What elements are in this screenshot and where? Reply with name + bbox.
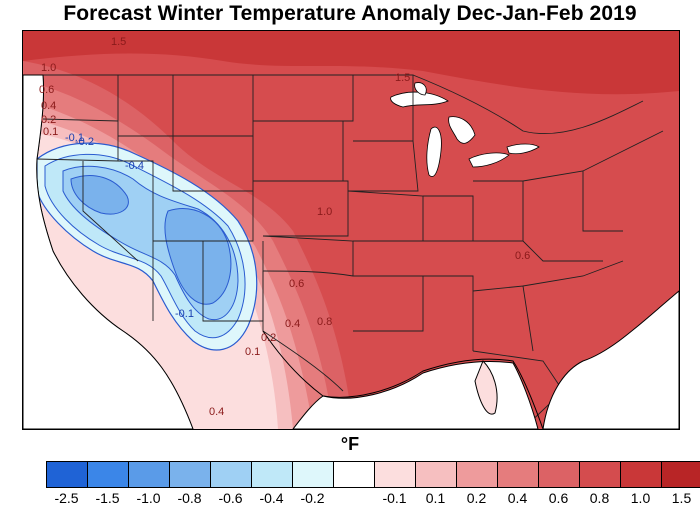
contour-label: 0.6 [289, 278, 304, 290]
contour-label: 1.0 [317, 206, 332, 218]
map-canvas: 1.5 1.0 0.6 0.4 0.2 0.1 -0.1 -0.2 -0.4 0… [23, 31, 679, 429]
contour-labels: 1.5 1.0 0.6 0.4 0.2 0.1 -0.1 -0.2 -0.4 0… [39, 36, 530, 418]
colorbar-swatch [170, 462, 211, 487]
pacific-ocean [23, 74, 194, 429]
colorbar-swatch [293, 462, 334, 487]
anomaly-band-1-5 [23, 31, 679, 95]
colorbar-swatch [621, 462, 662, 487]
contour-label: 0.6 [39, 84, 54, 96]
colorbar-tick-label: -0.6 [218, 490, 243, 506]
contour-label: -0.1 [175, 308, 194, 320]
contour-label: -0.4 [125, 160, 144, 172]
colorbar-tick-label: 1.5 [671, 490, 692, 506]
contour-label: 0.1 [245, 346, 260, 358]
anomaly-core-southwest [164, 208, 232, 305]
contour-label: 0.6 [515, 250, 530, 262]
florida [474, 360, 498, 415]
colorbar-tick-label: -0.2 [300, 490, 325, 506]
colorbar-tick-label: -0.1 [382, 490, 407, 506]
colorbar-swatch [88, 462, 129, 487]
contour-label: 0.4 [285, 318, 300, 330]
colorbar-tick-label: 0.6 [548, 490, 569, 506]
gulf-coastline [262, 330, 544, 429]
colorbar-tick-label: 0.4 [507, 490, 528, 506]
map-title: Forecast Winter Temperature Anomaly Dec-… [63, 2, 637, 25]
contour-label: 0.8 [317, 316, 332, 328]
colorbar-tick-label: -2.5 [54, 490, 79, 506]
colorbar-swatch [375, 462, 416, 487]
colorbar-swatch [416, 462, 457, 487]
colorbar-swatch [211, 462, 252, 487]
colorbar-swatch [47, 462, 88, 487]
contour-label: 1.5 [111, 36, 126, 48]
colorbar-swatch [662, 462, 700, 487]
colorbar-tick-label: 0.1 [425, 490, 446, 506]
atlantic-ocean [542, 290, 679, 429]
colorbar-tick-label: -0.4 [259, 490, 284, 506]
contour-label: -0.1 [65, 132, 84, 144]
contour-label: 0.4 [209, 406, 224, 418]
colorbar [46, 461, 700, 488]
contour-label: 0.1 [43, 126, 58, 138]
unit-label: °F [340, 434, 360, 454]
colorbar-tick-label: 1.0 [630, 490, 651, 506]
colorbar-tick-label: 0.8 [589, 490, 610, 506]
contour-label: 0.2 [41, 114, 56, 126]
contour-label: 1.0 [41, 62, 56, 74]
colorbar-swatch [129, 462, 170, 487]
colorbar-swatch [580, 462, 621, 487]
great-lakes [390, 82, 540, 177]
contour-label: -0.2 [75, 136, 94, 148]
colorbar-swatch [498, 462, 539, 487]
contour-label: 0.2 [261, 332, 276, 344]
contour-label: 0.4 [41, 100, 56, 112]
colorbar-swatch [539, 462, 580, 487]
colorbar-tick-label: 0.2 [466, 490, 487, 506]
contour-label: 1.5 [395, 72, 410, 84]
colorbar-tick-label: -1.5 [95, 490, 120, 506]
anomaly-map: 1.5 1.0 0.6 0.4 0.2 0.1 -0.1 -0.2 -0.4 0… [22, 30, 680, 430]
colorbar-tick-label: -1.0 [136, 490, 161, 506]
colorbar-swatch [252, 462, 293, 487]
colorbar-swatch [457, 462, 498, 487]
colorbar-tick-label: -0.8 [177, 490, 202, 506]
anomaly-core-west [70, 175, 129, 215]
colorbar-ticks: -2.5 -1.5 -1.0 -0.8 -0.6 -0.4 -0.2 -0.1 0.1 0.2 0.… [46, 490, 691, 510]
colorbar-swatch [334, 462, 375, 487]
